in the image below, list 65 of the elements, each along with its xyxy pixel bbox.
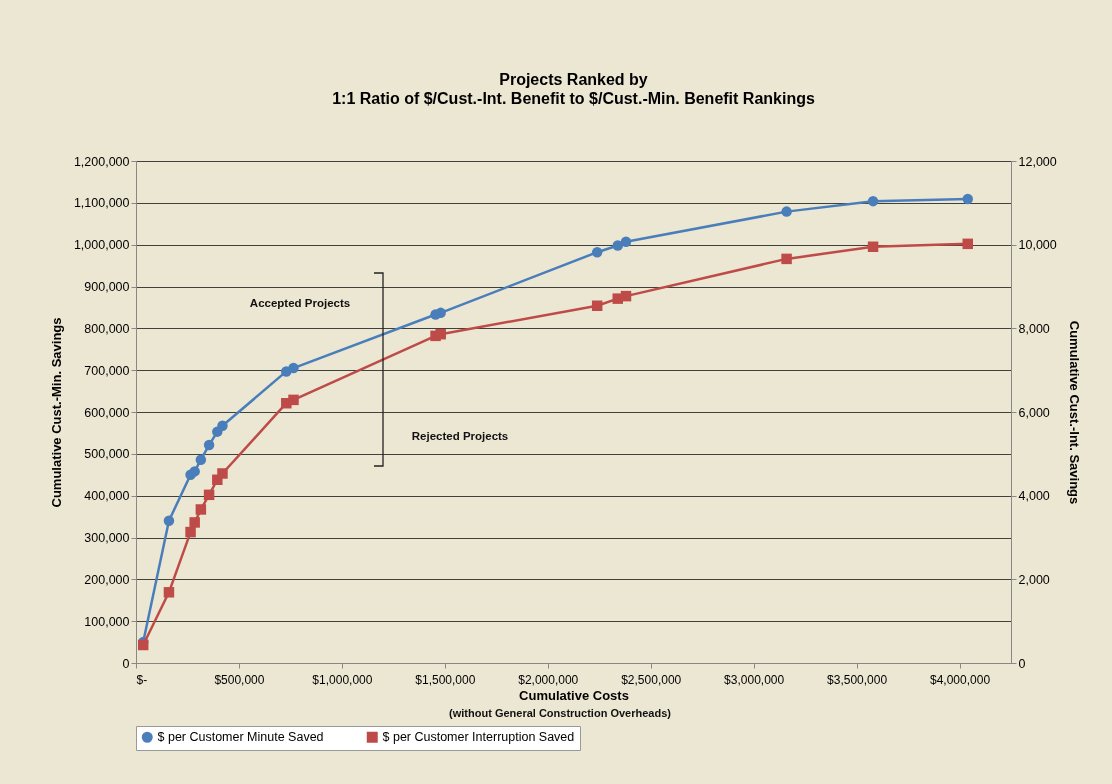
y2-axis-title: Cumulative Cust.-Int. Savings bbox=[1066, 320, 1082, 505]
x-tick-label: $3,500,000 bbox=[827, 672, 888, 687]
point bbox=[867, 195, 879, 207]
x-tick-label: $1,000,000 bbox=[312, 672, 373, 687]
point bbox=[288, 394, 299, 406]
annotation: Rejected Projects bbox=[411, 430, 509, 442]
y2-tick-label: 6,000 bbox=[1018, 405, 1050, 420]
x-tick-label: $2,000,000 bbox=[518, 672, 579, 687]
point bbox=[435, 328, 446, 340]
y2-tick-label: 0 bbox=[1018, 656, 1026, 671]
x-tick-label: $500,000 bbox=[214, 672, 265, 687]
point bbox=[185, 526, 196, 538]
chart-subtitle: 1:1 Ratio of $/Cust.-Int. Benefit to $/Cust.-Min. Benefit Rankings bbox=[332, 90, 815, 107]
y-axis-title: Cumulative Cust.-Min. Savings bbox=[48, 317, 64, 508]
y-tick-label: 1,000,000 bbox=[73, 238, 130, 253]
point bbox=[867, 241, 879, 252]
point bbox=[203, 489, 215, 501]
point bbox=[163, 587, 175, 598]
point bbox=[781, 206, 792, 217]
point bbox=[288, 362, 299, 374]
x-tick-label: $2,500,000 bbox=[621, 672, 682, 687]
point bbox=[217, 420, 228, 432]
point bbox=[620, 290, 632, 302]
chart-title: Projects Ranked by bbox=[499, 71, 648, 88]
x-tick-label: $1,500,000 bbox=[415, 672, 476, 687]
y-tick-label: 800,000 bbox=[84, 321, 130, 336]
point bbox=[591, 246, 603, 258]
y-tick-label: 100,000 bbox=[84, 614, 130, 629]
y-tick-label: 600,000 bbox=[84, 405, 130, 420]
point bbox=[620, 236, 632, 247]
x-tick-label: $3,000,000 bbox=[724, 672, 785, 687]
y2-tick-label: 2,000 bbox=[1018, 572, 1050, 587]
point bbox=[163, 515, 175, 526]
y-tick-label: 200,000 bbox=[84, 572, 130, 587]
point bbox=[189, 466, 200, 477]
point bbox=[591, 300, 603, 311]
point bbox=[203, 439, 215, 451]
y-tick-label: 300,000 bbox=[84, 531, 130, 545]
y2-tick-label: 4,000 bbox=[1018, 489, 1050, 504]
annotation: Accepted Projects bbox=[249, 297, 351, 309]
y2-tick-label: 12,000 bbox=[1018, 154, 1057, 169]
legend-label: $ per Customer Minute Saved bbox=[157, 730, 324, 745]
y2-tick-label: 8,000 bbox=[1018, 321, 1050, 336]
point bbox=[612, 240, 624, 251]
x-tick-label: $- bbox=[136, 672, 148, 687]
point bbox=[189, 517, 200, 528]
y-tick-label: 1,200,000 bbox=[73, 154, 130, 169]
y-tick-label: 500,000 bbox=[84, 447, 130, 462]
y-tick-label: 700,000 bbox=[84, 363, 130, 378]
point bbox=[195, 454, 207, 465]
point bbox=[435, 307, 446, 319]
y2-tick-label: 10,000 bbox=[1018, 238, 1057, 253]
y-tick-label: 1,100,000 bbox=[73, 196, 130, 211]
y-tick-label: 900,000 bbox=[84, 280, 130, 294]
point bbox=[962, 238, 974, 250]
point bbox=[962, 193, 974, 205]
y-tick-label: 0 bbox=[122, 656, 130, 671]
legend-label: $ per Customer Interruption Saved bbox=[382, 730, 575, 745]
x-axis-title: Cumulative Costs bbox=[519, 687, 629, 703]
y-tick-label: 400,000 bbox=[84, 489, 130, 504]
point bbox=[217, 468, 228, 479]
point bbox=[195, 504, 207, 515]
x-tick-label: $4,000,000 bbox=[930, 672, 991, 687]
text: (without General Construction Overheads) bbox=[449, 707, 672, 719]
point bbox=[781, 253, 792, 265]
